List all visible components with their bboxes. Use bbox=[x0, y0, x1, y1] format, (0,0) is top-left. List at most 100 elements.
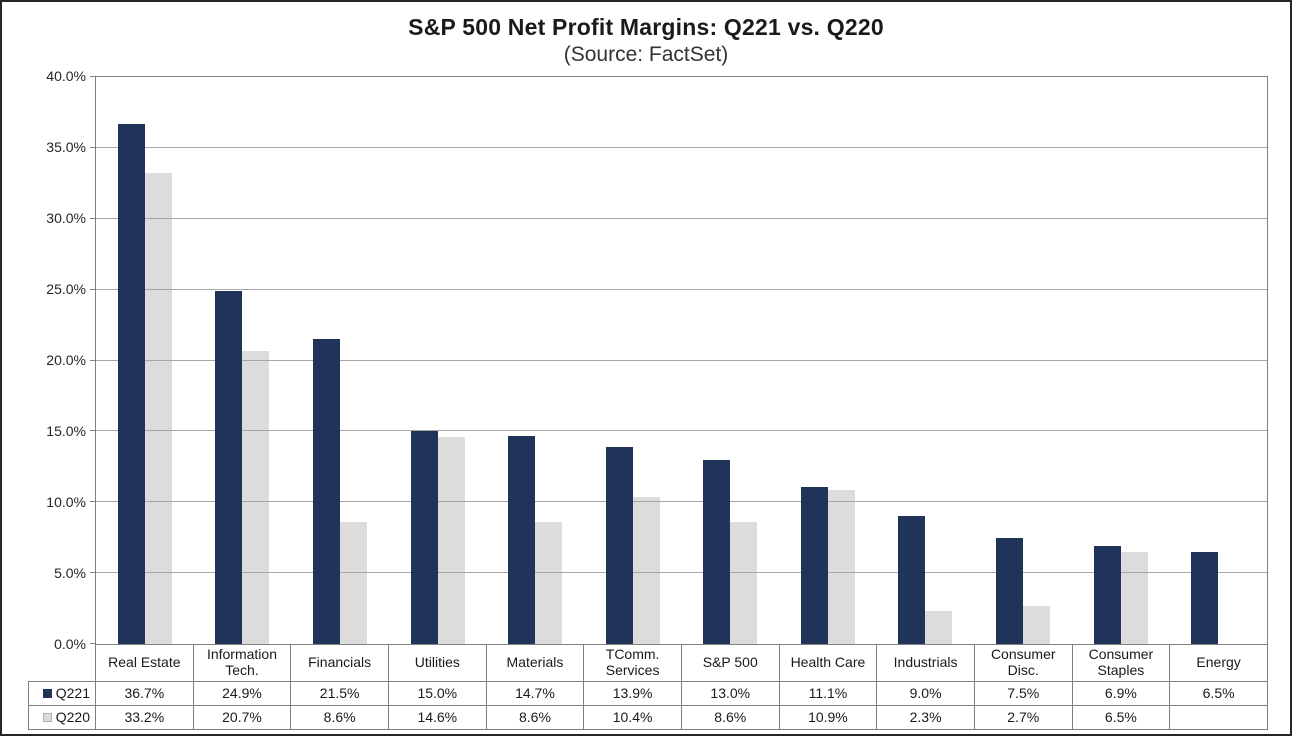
value-cell-q221-information-tech: 24.9% bbox=[192, 681, 292, 706]
category-slot-tcomm-services bbox=[584, 77, 682, 644]
legend-label: Q221 bbox=[55, 684, 90, 701]
bar-q221-materials bbox=[508, 435, 536, 644]
category-header-consumer-disc: Consumer Disc. bbox=[973, 644, 1073, 682]
y-axis-tick-mark bbox=[90, 359, 96, 361]
y-axis-tick-mark bbox=[90, 572, 96, 574]
gridline bbox=[96, 501, 1267, 503]
category-header-consumer-staples: Consumer Staples bbox=[1071, 644, 1171, 682]
value-cell-q221-s-p-500: 13.0% bbox=[680, 681, 780, 706]
category-header-s-p-500: S&P 500 bbox=[680, 644, 780, 682]
bar-q221-financials bbox=[312, 339, 340, 644]
legend-swatch-q221 bbox=[42, 688, 52, 698]
bar-q220-health-care bbox=[827, 489, 855, 644]
bar-q220-tcomm-services bbox=[632, 496, 660, 644]
y-axis-tick-mark bbox=[90, 76, 96, 77]
legend-label: Q220 bbox=[55, 708, 90, 725]
bar-q221-information-tech bbox=[215, 291, 243, 644]
category-header-utilities: Utilities bbox=[387, 644, 487, 682]
bar-q220-financials bbox=[339, 522, 367, 644]
category-header-energy: Energy bbox=[1169, 644, 1268, 682]
gridline bbox=[96, 430, 1267, 432]
bar-q221-consumer-disc bbox=[995, 537, 1023, 644]
gridline bbox=[96, 359, 1267, 361]
value-cell-q220-industrials: 2.3% bbox=[876, 705, 975, 730]
gridline bbox=[96, 572, 1267, 574]
y-axis-tick-mark bbox=[90, 288, 96, 290]
category-header-materials: Materials bbox=[485, 644, 585, 682]
category-header-industrials: Industrials bbox=[876, 644, 975, 682]
value-cell-q220-health-care: 10.9% bbox=[778, 705, 878, 730]
value-cell-q221-health-care: 11.1% bbox=[778, 681, 878, 706]
category-slot-real-estate bbox=[96, 77, 194, 644]
y-axis-tick-mark bbox=[90, 146, 96, 148]
category-header-health-care: Health Care bbox=[778, 644, 878, 682]
category-slot-utilities bbox=[389, 77, 487, 644]
value-cell-q220-tcomm-services: 10.4% bbox=[583, 705, 682, 730]
category-header-financials: Financials bbox=[290, 644, 389, 682]
value-cell-q220-information-tech: 20.7% bbox=[192, 705, 292, 730]
bar-q220-s-p-500 bbox=[730, 522, 758, 644]
y-axis-tick-label: 10.0% bbox=[46, 494, 86, 510]
bar-q221-s-p-500 bbox=[703, 459, 731, 644]
legend-swatch-q220 bbox=[42, 712, 52, 722]
y-axis-tick-mark bbox=[90, 643, 96, 644]
value-cell-q221-materials: 14.7% bbox=[485, 681, 585, 706]
bar-q221-energy bbox=[1191, 551, 1219, 644]
category-slot-consumer-disc bbox=[974, 77, 1072, 644]
legend-cell-q221: Q221 bbox=[28, 681, 96, 706]
bar-q221-consumer-staples bbox=[1093, 546, 1121, 644]
bar-q221-tcomm-services bbox=[605, 446, 633, 644]
bar-q220-utilities bbox=[437, 437, 465, 644]
bar-q220-materials bbox=[535, 522, 563, 644]
gridline bbox=[96, 146, 1267, 148]
table-row-q220: Q220 33.2% 20.7% 8.6% 14.6% 8.6% 10.4% 8.6% 10.9… bbox=[28, 705, 1268, 730]
value-cell-q221-consumer-staples: 6.9% bbox=[1071, 681, 1171, 706]
value-cell-q221-industrials: 9.0% bbox=[876, 681, 975, 706]
category-header-real-estate: Real Estate bbox=[95, 644, 194, 682]
value-cell-q220-utilities: 14.6% bbox=[387, 705, 487, 730]
value-cell-q221-consumer-disc: 7.5% bbox=[973, 681, 1073, 706]
bar-q221-real-estate bbox=[117, 123, 145, 644]
plot-region: 0.0% 5.0% 10.0% 15.0% 20.0% 25.0% 30.0% 35.0% 40… bbox=[6, 68, 1268, 652]
category-slot-s-p-500 bbox=[681, 77, 779, 644]
y-axis-tick-mark bbox=[90, 430, 96, 432]
y-axis-tick-label: 5.0% bbox=[54, 565, 86, 581]
y-axis-tick-label: 40.0% bbox=[46, 68, 86, 84]
value-cell-q221-energy: 6.5% bbox=[1169, 681, 1268, 706]
y-axis-tick-label: 35.0% bbox=[46, 139, 86, 155]
value-cell-q221-tcomm-services: 13.9% bbox=[583, 681, 682, 706]
bar-q221-health-care bbox=[800, 486, 828, 644]
value-cell-q221-financials: 21.5% bbox=[290, 681, 389, 706]
bar-q221-industrials bbox=[898, 516, 926, 644]
y-axis-tick-label: 20.0% bbox=[46, 352, 86, 368]
y-axis-tick-mark bbox=[90, 501, 96, 503]
y-axis-tick-label: 25.0% bbox=[46, 281, 86, 297]
category-slot-information-tech bbox=[194, 77, 292, 644]
value-cell-q220-energy bbox=[1169, 705, 1268, 730]
gridline bbox=[96, 217, 1267, 219]
value-cell-q221-utilities: 15.0% bbox=[387, 681, 487, 706]
legend-cell-q220: Q220 bbox=[28, 705, 96, 730]
plot-area bbox=[90, 76, 1268, 644]
bar-q220-information-tech bbox=[242, 350, 270, 644]
y-axis: 0.0% 5.0% 10.0% 15.0% 20.0% 25.0% 30.0% 35.0% 40… bbox=[6, 68, 95, 652]
data-table: Real Estate Information Tech. Financials Ut… bbox=[28, 644, 1268, 730]
y-axis-tick-label: 30.0% bbox=[46, 210, 86, 226]
bar-q220-consumer-staples bbox=[1120, 551, 1148, 644]
value-cell-q220-financials: 8.6% bbox=[290, 705, 389, 730]
value-cell-q220-materials: 8.6% bbox=[485, 705, 585, 730]
category-header-tcomm-services: TComm. Services bbox=[583, 644, 682, 682]
category-slot-consumer-staples bbox=[1072, 77, 1170, 644]
y-axis-tick-label: 15.0% bbox=[46, 423, 86, 439]
chart-title: S&P 500 Net Profit Margins: Q221 vs. Q22… bbox=[408, 14, 884, 40]
bar-q220-real-estate bbox=[144, 173, 172, 644]
category-slot-health-care bbox=[779, 77, 877, 644]
bar-q220-industrials bbox=[925, 611, 953, 644]
value-cell-q220-consumer-staples: 6.5% bbox=[1071, 705, 1171, 730]
y-axis-tick-mark bbox=[90, 217, 96, 219]
value-cell-q220-s-p-500: 8.6% bbox=[680, 705, 780, 730]
gridline bbox=[96, 288, 1267, 290]
chart-subtitle: (Source: FactSet) bbox=[563, 43, 729, 66]
value-cell-q220-real-estate: 33.2% bbox=[95, 705, 194, 730]
